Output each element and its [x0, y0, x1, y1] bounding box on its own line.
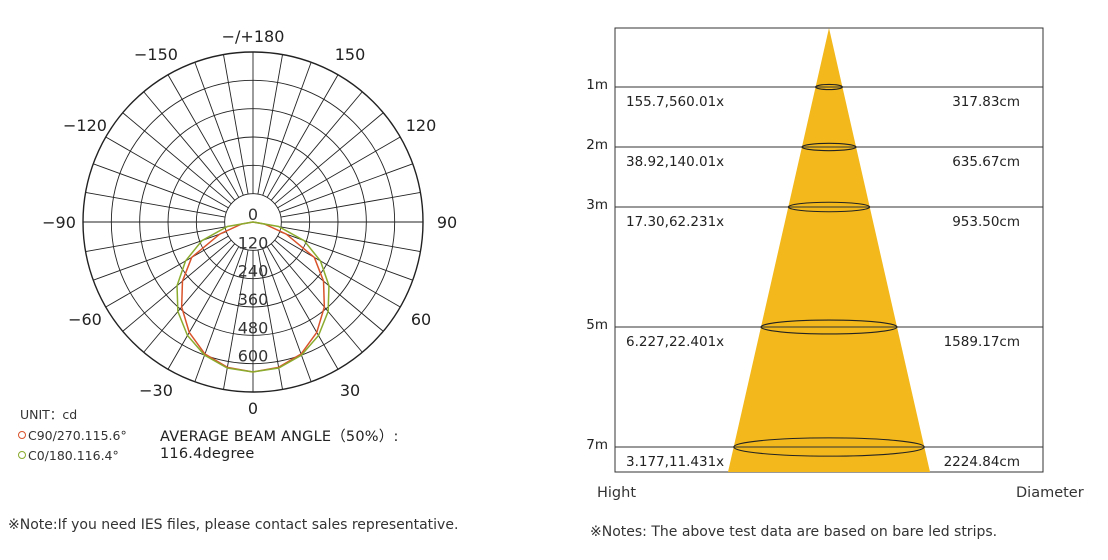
note-test-data: ※Notes: The above test data are based on… — [590, 524, 998, 540]
polar-spoke — [105, 136, 229, 209]
polar-spoke — [277, 136, 401, 209]
polar-radial-tick-label: 480 — [238, 318, 269, 337]
polar-spoke — [277, 235, 401, 308]
polar-spoke — [85, 226, 226, 252]
polar-radial-tick-label: 360 — [238, 290, 269, 309]
polar-spoke — [194, 62, 244, 196]
cone-illuminance-label: 38.92,140.01x — [626, 154, 724, 170]
polar-spoke — [270, 243, 363, 353]
beam-cone-chart: 1m 155.7,560.01x 317.83cm 2m 38.92,140.01x 63… — [586, 27, 1044, 473]
cone-rows: 1m 155.7,560.01x 317.83cm 2m 38.92,140.01x 63… — [586, 77, 1043, 470]
polar-spoke — [280, 226, 421, 252]
cone-ellipse — [801, 142, 857, 152]
polar-radial-tick-label: 120 — [238, 233, 269, 252]
polar-angle-label: −150 — [134, 45, 178, 64]
polar-spoke — [262, 248, 312, 382]
polar-spoke — [167, 246, 240, 370]
cone-ellipse — [733, 437, 925, 457]
polar-radial-tick-label: 240 — [238, 262, 269, 281]
legend-label-c0: C0/180.116.4° — [28, 448, 119, 463]
x-label-height: Hight — [597, 485, 637, 501]
polar-spoke — [194, 248, 244, 382]
cone-illuminance-label: 155.7,560.01x — [626, 94, 724, 110]
polar-angle-label: −/+180 — [222, 27, 285, 46]
cone-illuminance-label: 17.30,62.231x — [626, 214, 724, 230]
polar-angle-label: −30 — [139, 381, 173, 400]
polar-angle-label: 150 — [335, 45, 366, 64]
cone-height-label: 3m — [586, 197, 608, 213]
polar-spoke — [167, 74, 240, 198]
cone-height-label: 1m — [586, 77, 608, 93]
polar-radial-tick-label: 0 — [248, 205, 258, 224]
polar-angle-label: −90 — [42, 213, 76, 232]
polar-spoke — [257, 249, 283, 390]
legend-item-c90: C90/270.115.6° — [18, 428, 127, 443]
legend-item-c0: C0/180.116.4° — [18, 448, 119, 463]
polar-angle-label: 90 — [437, 213, 457, 232]
legend-label-c90: C90/270.115.6° — [28, 428, 127, 443]
polar-angle-label: −120 — [63, 116, 107, 135]
polar-angle-label: −60 — [68, 310, 102, 329]
polar-angle-labels: 0 30 60 90 120 150 −/+180 −150 −120 −90 −60 −30 — [42, 27, 457, 418]
polar-radial-labels: 0 120 240 360 480 600 — [238, 205, 269, 366]
cone-diameter-label: 1589.17cm — [944, 334, 1020, 350]
cone-diameter-label: 953.50cm — [952, 214, 1020, 230]
polar-spoke — [223, 249, 249, 390]
polar-spoke — [122, 112, 232, 205]
polar-series-group — [176, 221, 330, 373]
cone-shape-group — [728, 28, 930, 472]
cone-ellipse — [815, 83, 843, 91]
polar-angle-label: 0 — [248, 399, 258, 418]
polar-spoke — [266, 74, 339, 198]
polar-spoke — [280, 192, 421, 218]
polar-angle-label: 60 — [411, 310, 431, 329]
polar-spoke — [279, 163, 413, 213]
polar-spoke — [143, 243, 236, 353]
cone-height-label: 5m — [586, 317, 608, 333]
cone-illuminance-label: 3.177,11.431x — [626, 454, 724, 470]
polar-radial-tick-label: 600 — [238, 347, 269, 366]
polar-spoke — [105, 235, 229, 308]
beam-cone — [728, 28, 930, 472]
polar-spoke — [85, 192, 226, 218]
cone-ellipse — [760, 319, 898, 335]
polar-spoke — [223, 54, 249, 195]
polar-chart: 0 30 60 90 120 150 −/+180 −150 −120 −90 −60 −30 0 12… — [42, 27, 457, 418]
note-ies-files: ※Note:If you need IES files, please cont… — [8, 517, 459, 533]
legend-marker-c0 — [18, 451, 26, 459]
polar-spoke — [93, 163, 227, 213]
cone-illuminance-label: 6.227,22.401x — [626, 334, 724, 350]
cone-height-label: 2m — [586, 137, 608, 153]
x-label-diameter: Diameter — [1016, 485, 1084, 501]
polar-spoke — [257, 54, 283, 195]
polar-spoke — [274, 112, 384, 205]
polar-angle-label: 30 — [340, 381, 360, 400]
polar-angle-label: 120 — [406, 116, 437, 135]
legend-marker-c90 — [18, 431, 26, 439]
cone-diameter-label: 635.67cm — [952, 154, 1020, 170]
unit-label: UNIT：cd — [20, 407, 78, 422]
polar-spoke — [270, 91, 363, 201]
polar-spoke — [262, 62, 312, 196]
polar-series-c0 — [176, 221, 330, 373]
cone-ellipse — [787, 201, 871, 213]
beam-angle-value: 116.4degree — [160, 446, 255, 462]
polar-spoke — [266, 246, 339, 370]
cone-height-label: 7m — [586, 437, 608, 453]
polar-spoke — [143, 91, 236, 201]
cone-diameter-label: 2224.84cm — [944, 454, 1020, 470]
beam-angle-label: AVERAGE BEAM ANGLE（50%）: — [160, 429, 399, 445]
cone-diameter-label: 317.83cm — [952, 94, 1020, 110]
